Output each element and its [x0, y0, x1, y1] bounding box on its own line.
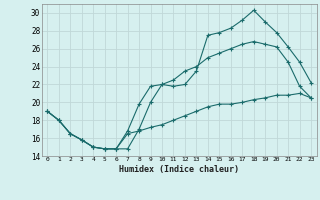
X-axis label: Humidex (Indice chaleur): Humidex (Indice chaleur): [119, 165, 239, 174]
